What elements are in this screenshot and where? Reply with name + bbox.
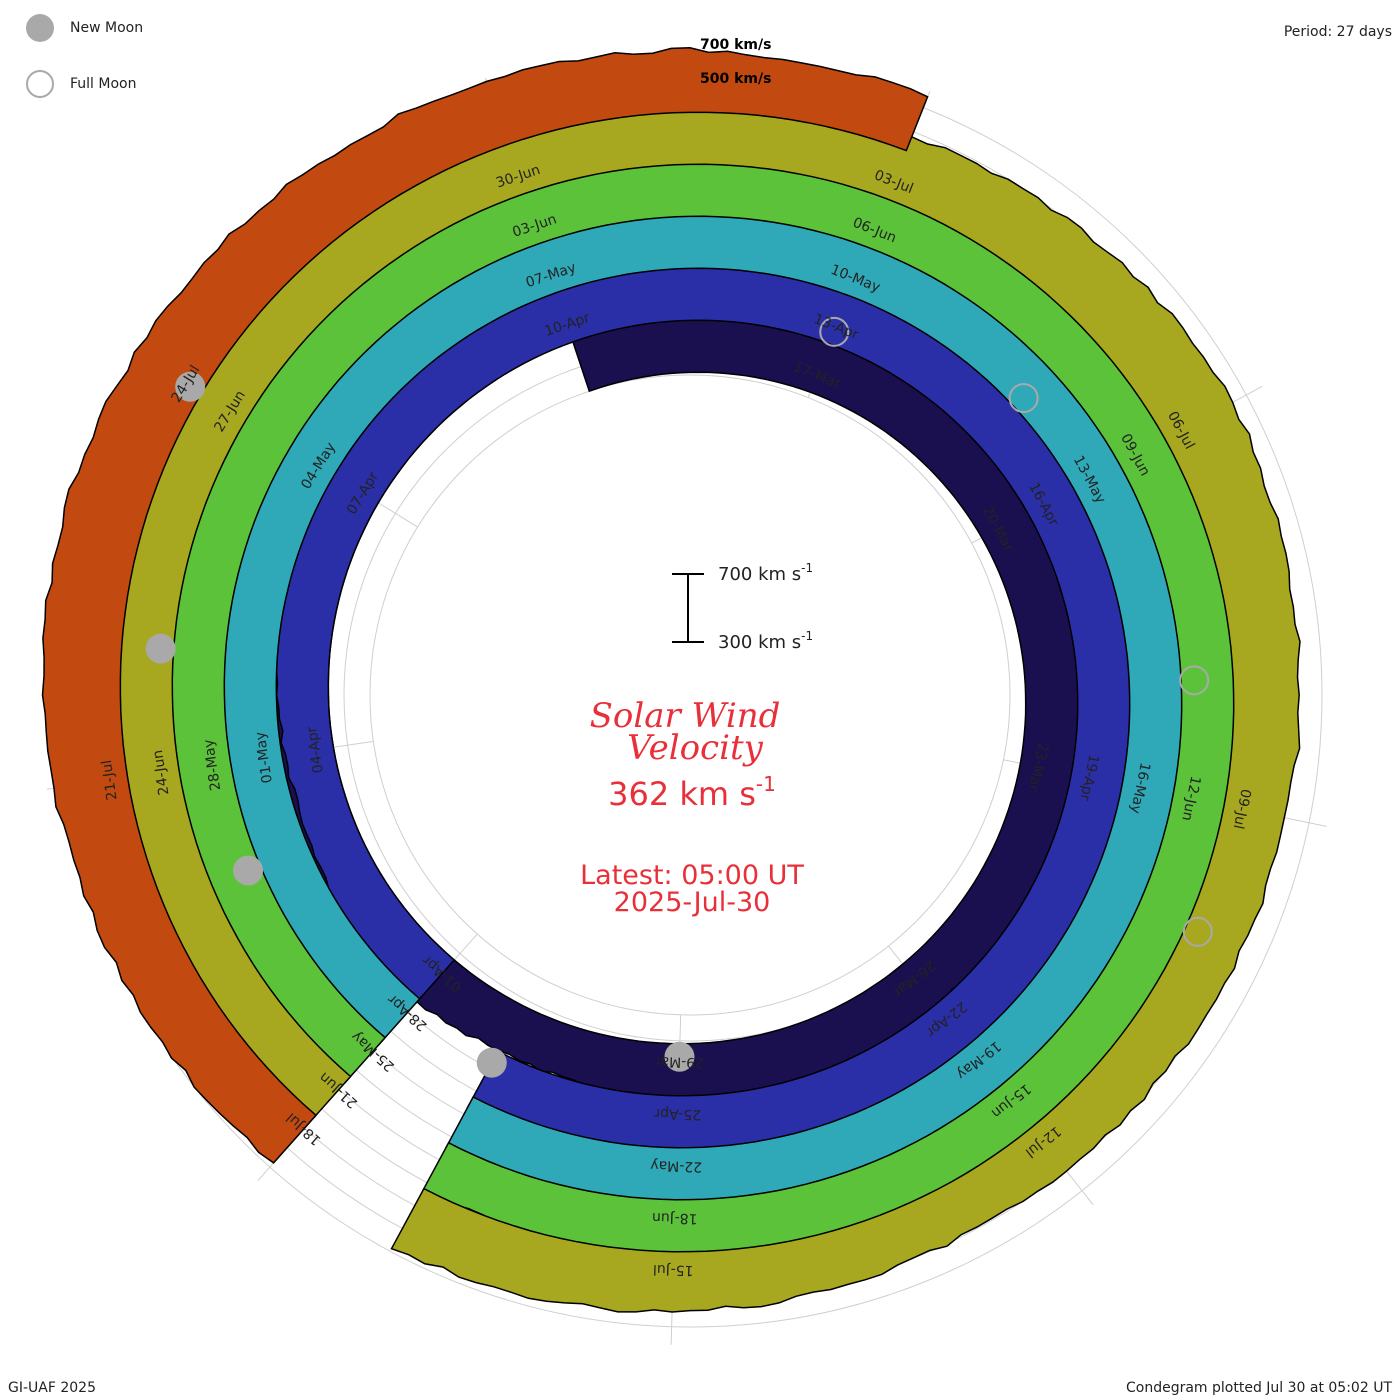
date-tick-label: 25-Apr	[654, 1105, 701, 1122]
legend-new-moon: New Moon	[26, 14, 143, 42]
legend-new-moon-label: New Moon	[70, 20, 144, 36]
chart-reference-labels: 700 km/s 500 km/s	[700, 37, 771, 87]
new-moon-marker	[233, 855, 264, 886]
date-tick-label: 28-May	[201, 738, 224, 792]
new-moon-marker	[476, 1047, 507, 1078]
new-moon-marker	[145, 633, 176, 664]
full-moon-icon	[26, 70, 54, 98]
legend-full-moon: Full Moon	[26, 70, 136, 98]
grid-circle	[369, 374, 1011, 1016]
rotation-ring-6	[41, 47, 929, 1164]
reference-speed-label: 700 km/s	[700, 37, 771, 53]
center-title: Solar Wind Velocity 362 km s-1 Latest: 0…	[580, 696, 804, 918]
scale-bar: 700 km s-1 300 km s-1	[672, 561, 813, 653]
date-tick-label: 22-May	[650, 1157, 702, 1175]
date-tick-label: 15-Jul	[653, 1261, 694, 1278]
new-moon-marker	[175, 371, 206, 402]
credit-label: GI-UAF 2025	[8, 1380, 96, 1396]
full-moon-marker	[819, 316, 850, 347]
new-moon-marker	[664, 1041, 695, 1072]
legend-full-moon-label: Full Moon	[70, 76, 137, 92]
new-moon-icon	[26, 14, 54, 42]
period-label: Period: 27 days	[1283, 24, 1392, 40]
scale-top-label: 700 km s-1	[718, 561, 813, 585]
reference-speed-label: 500 km/s	[700, 71, 771, 87]
latest-date: 2025-Jul-30	[614, 887, 771, 918]
current-speed: 362 km s-1	[608, 772, 776, 813]
plot-time-label: Condegram plotted Jul 30 at 05:02 UT	[1125, 1380, 1392, 1396]
scale-bottom-label: 300 km s-1	[718, 629, 813, 653]
full-moon-marker	[1182, 916, 1213, 947]
date-tick-label: 04-Apr	[304, 725, 327, 774]
date-tick-label: 29-Mar	[654, 1053, 704, 1070]
date-tick-label: 01-May	[253, 731, 276, 785]
full-moon-marker	[1008, 383, 1039, 414]
latest-time: Latest: 05:00 UT	[580, 860, 804, 891]
date-tick-label: 21-Jul	[99, 759, 121, 801]
date-tick-label: 18-Jun	[652, 1209, 698, 1226]
title-line-2: Velocity	[627, 728, 763, 768]
full-moon-marker	[1179, 665, 1210, 696]
chart-moons	[145, 316, 1213, 1078]
title-line-1: Solar Wind	[590, 696, 781, 736]
chart-rings	[41, 47, 1301, 1313]
date-tick-label: 24-Jun	[150, 749, 172, 796]
